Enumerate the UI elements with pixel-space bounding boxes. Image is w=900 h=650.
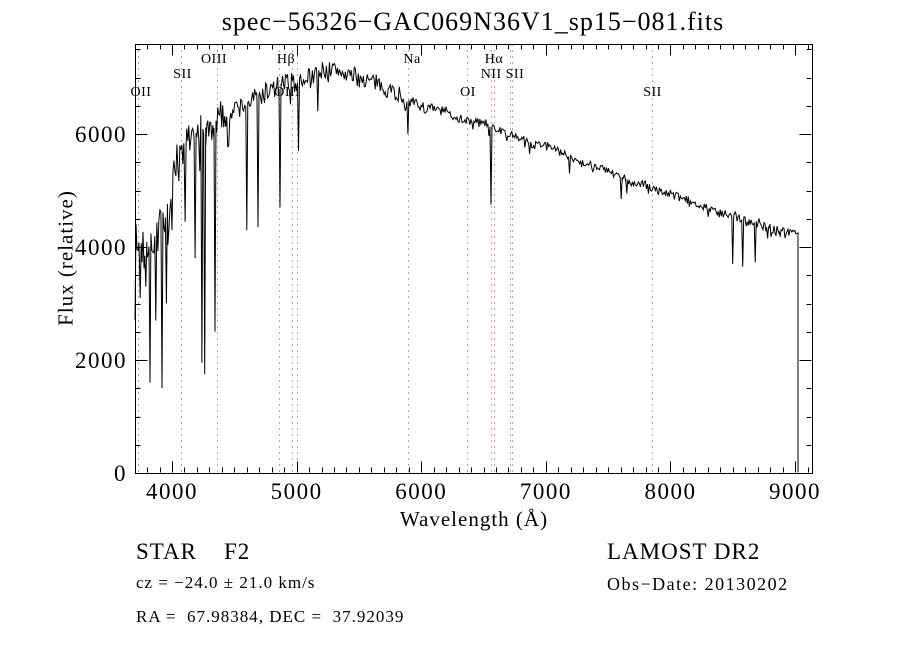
spectral-line-label: SII <box>173 67 192 82</box>
obs-date-text: Obs−Date: 20130202 <box>607 574 789 594</box>
x-tick-label: 4000 <box>146 479 198 504</box>
spectral-line-label: OIII <box>274 85 301 100</box>
x-tick-label: 5000 <box>270 479 323 504</box>
spectral-line-label: Na <box>403 52 421 67</box>
spectral-line-label: OIII <box>200 52 228 67</box>
spectral-line-label: OII <box>130 85 152 100</box>
survey-release-text: LAMOST DR2 <box>607 539 761 564</box>
plot-frame <box>135 44 813 474</box>
ra-dec-text: RA = 67.98384, DEC = 37.92039 <box>136 607 405 626</box>
x-tick-label: 9000 <box>769 479 822 504</box>
spectral-line-label: SII <box>643 85 662 100</box>
spectral-line-label: Hβ <box>276 52 296 67</box>
y-tick-label: 4000 <box>75 235 127 260</box>
x-tick-label: 6000 <box>395 479 448 504</box>
cz-velocity-text: cz = −24.0 ± 21.0 km/s <box>136 573 316 592</box>
y-tick-label: 6000 <box>75 122 127 147</box>
y-tick-label: 0 <box>114 461 127 486</box>
plot-title: spec−56326−GAC069N36V1_sp15−081.fits <box>221 7 725 36</box>
spectral-line-label: NII SII <box>480 67 525 82</box>
x-axis-title: Wavelength (Å) <box>399 507 549 531</box>
spectral-line-label: Hα <box>484 52 504 67</box>
x-tick-label: 7000 <box>519 479 572 504</box>
spectral-line-label: OI <box>460 85 476 100</box>
y-tick-label: 2000 <box>75 348 127 373</box>
object-class-text: STAR F2 <box>136 539 251 564</box>
x-tick-label: 8000 <box>644 479 697 504</box>
spectrum-line <box>134 62 799 473</box>
